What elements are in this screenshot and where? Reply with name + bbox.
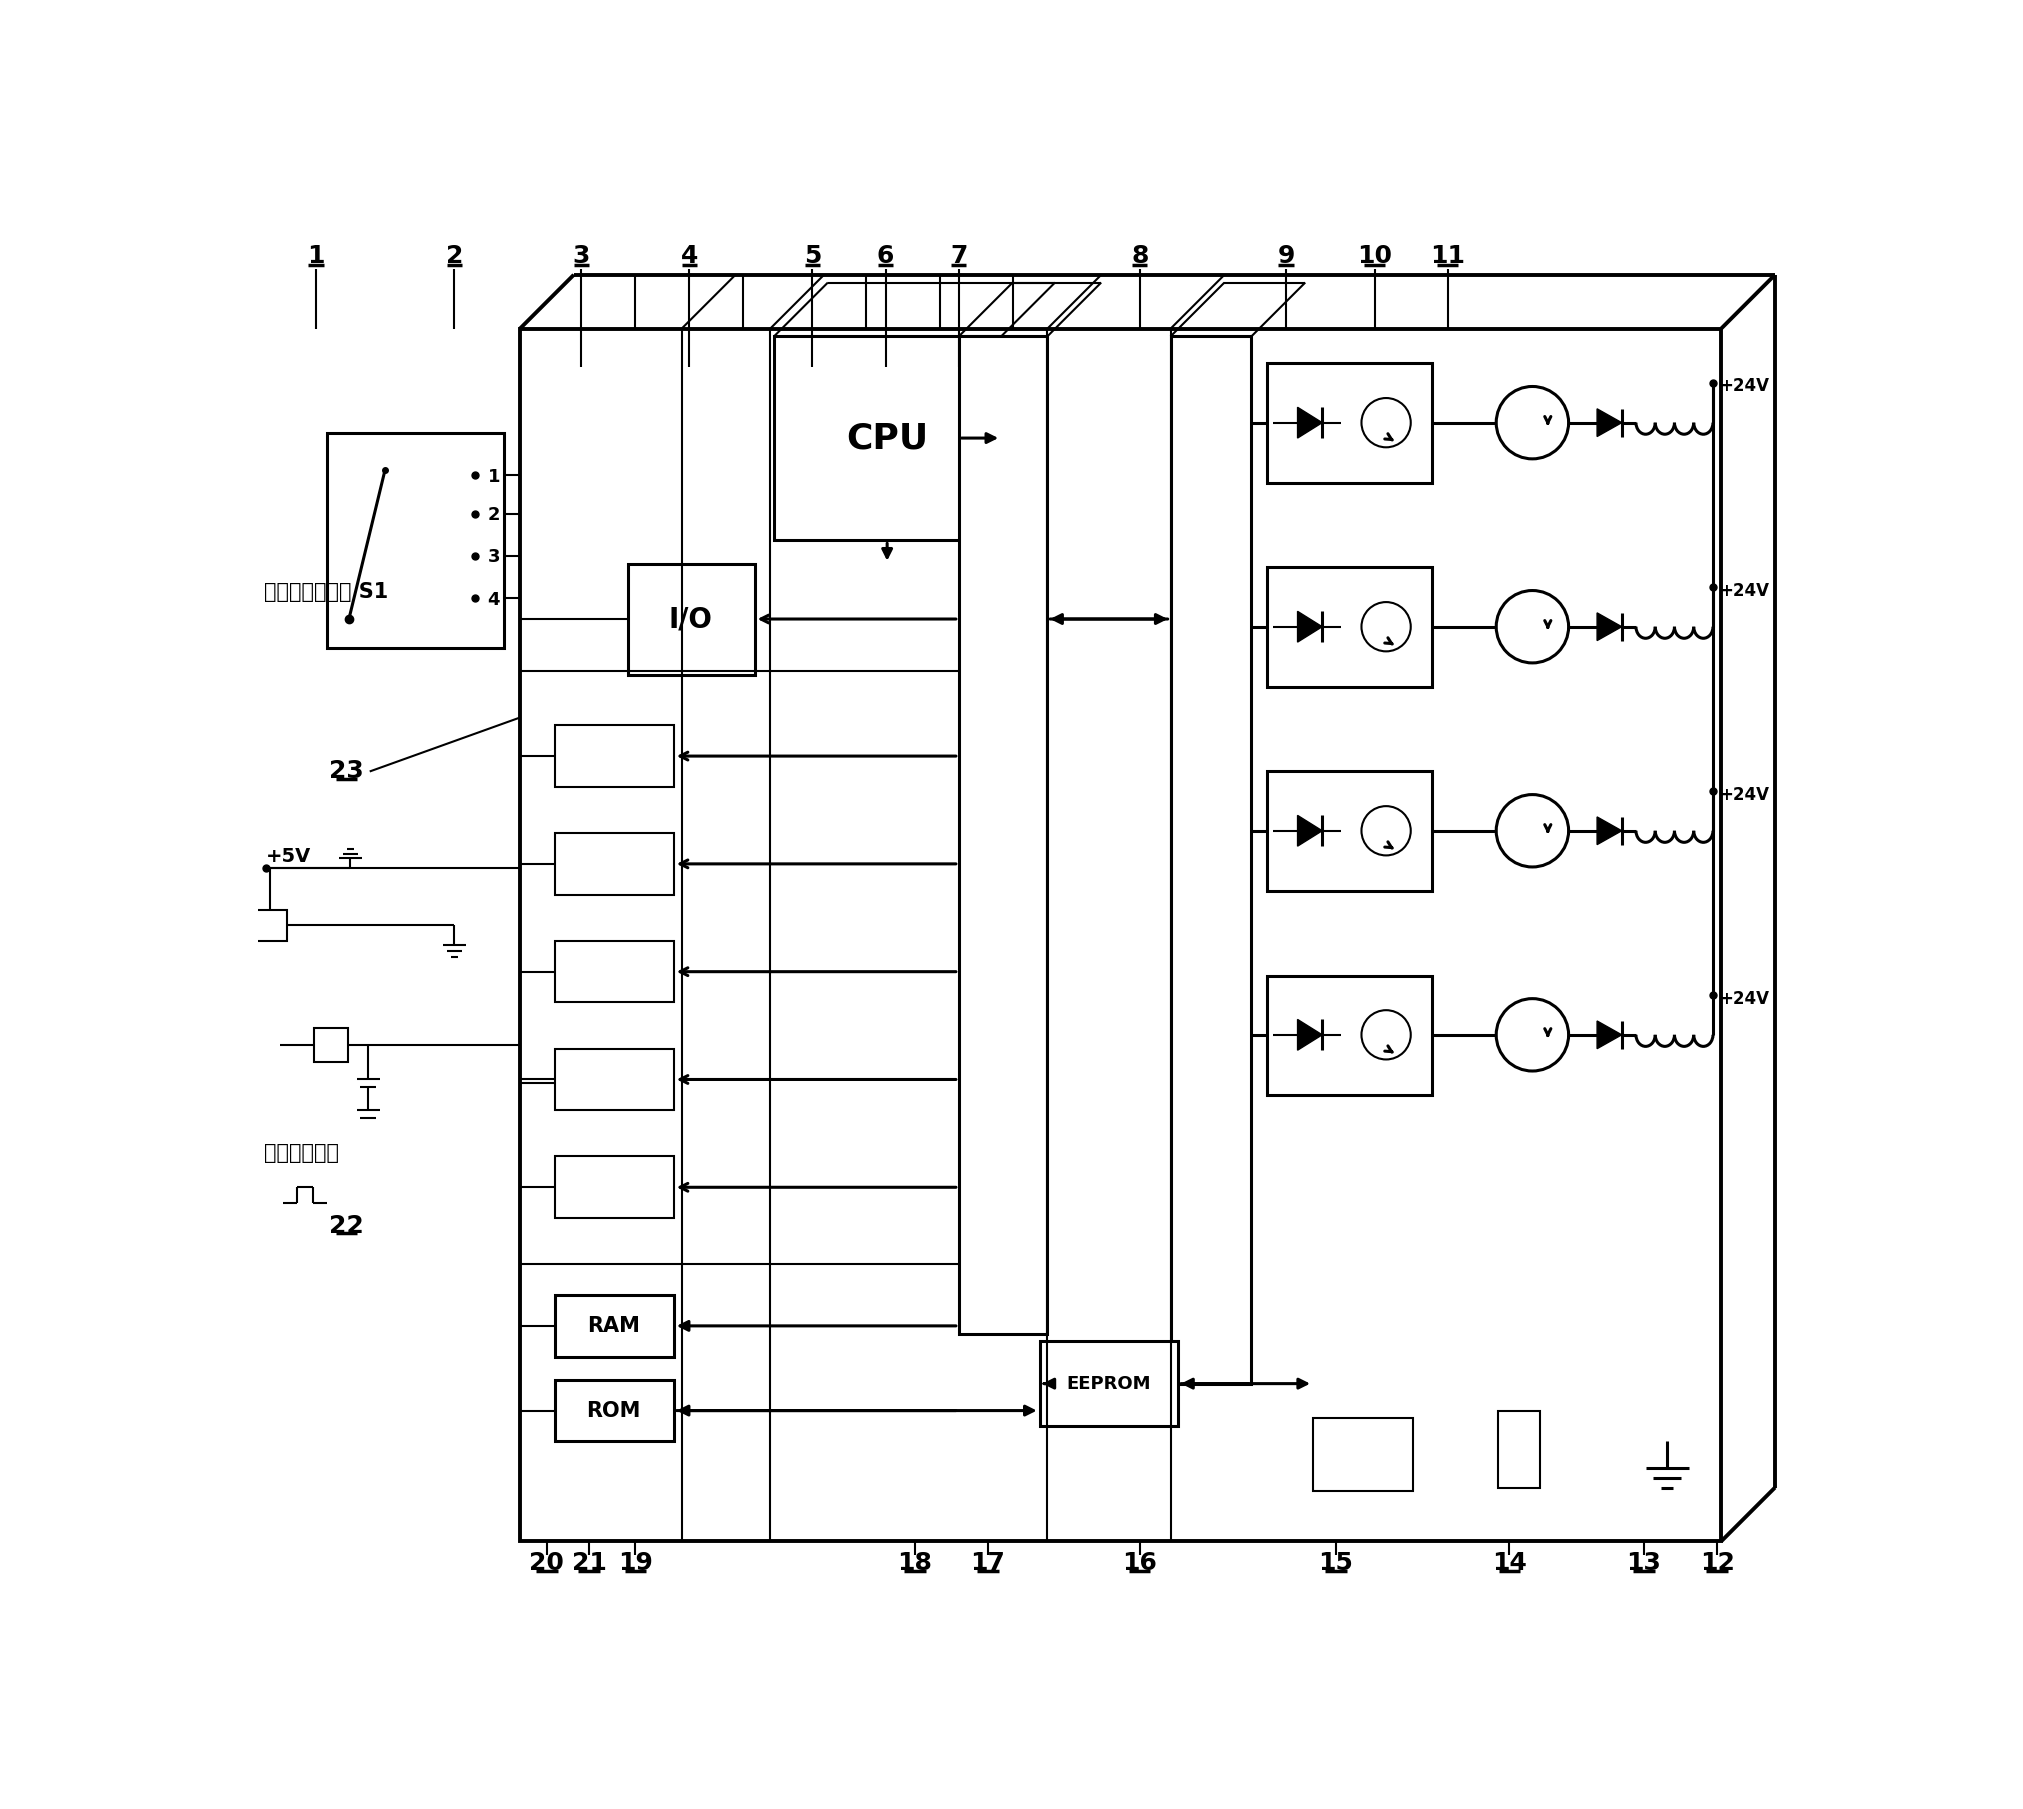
Bar (1497, 1411, 1540, 1487)
Text: 18: 18 (896, 1550, 933, 1576)
Text: 17: 17 (971, 1550, 1005, 1576)
Text: EEPROM: EEPROM (1066, 1375, 1151, 1393)
Text: 15: 15 (1317, 1550, 1353, 1576)
Text: 蓄电池电压信号 S1: 蓄电池电压信号 S1 (265, 582, 388, 602)
Text: 19: 19 (617, 1550, 653, 1576)
Polygon shape (1596, 818, 1620, 845)
Text: 1: 1 (307, 244, 324, 268)
Text: 4: 4 (680, 244, 698, 268)
Polygon shape (1596, 1020, 1620, 1049)
Circle shape (1361, 602, 1410, 651)
Circle shape (1361, 398, 1410, 447)
Bar (627, 564, 755, 675)
Text: +5V: +5V (265, 847, 312, 867)
Bar (554, 1295, 674, 1357)
Text: 5: 5 (803, 244, 821, 268)
Bar (554, 1049, 674, 1111)
Circle shape (1495, 590, 1568, 662)
Polygon shape (1297, 816, 1321, 847)
Bar (554, 834, 674, 895)
Text: 10: 10 (1355, 244, 1392, 268)
Text: 13: 13 (1626, 1550, 1661, 1576)
Circle shape (1361, 1009, 1410, 1060)
Text: 2: 2 (445, 244, 463, 268)
Text: 2: 2 (488, 507, 500, 525)
Text: I/O: I/O (668, 604, 712, 633)
Bar (520, 329, 1720, 1541)
Text: 8: 8 (1131, 244, 1147, 268)
Bar (959, 336, 1046, 1333)
Bar (1266, 975, 1432, 1094)
Text: 23: 23 (330, 760, 364, 783)
Circle shape (1495, 794, 1568, 867)
Text: 1: 1 (488, 467, 500, 485)
Polygon shape (1297, 407, 1321, 438)
Text: 12: 12 (1699, 1550, 1734, 1576)
Text: CPU: CPU (846, 421, 929, 456)
Text: 3: 3 (488, 548, 500, 566)
Bar (314, 1028, 348, 1062)
Bar (1169, 336, 1250, 1384)
Bar (554, 1156, 674, 1217)
Text: 22: 22 (330, 1214, 364, 1237)
Text: RAM: RAM (587, 1315, 639, 1335)
Text: 11: 11 (1430, 244, 1465, 268)
Bar (328, 432, 504, 648)
Bar (1266, 771, 1432, 890)
Text: 3: 3 (573, 244, 591, 268)
Text: +24V: +24V (1720, 785, 1768, 803)
Text: 21: 21 (570, 1550, 607, 1576)
Text: 14: 14 (1491, 1550, 1525, 1576)
Text: +24V: +24V (1720, 378, 1768, 396)
Bar (1266, 568, 1432, 687)
Polygon shape (1297, 611, 1321, 642)
Polygon shape (1297, 1020, 1321, 1051)
Text: 汽车速度信号: 汽车速度信号 (265, 1143, 340, 1163)
Text: 7: 7 (949, 244, 967, 268)
Polygon shape (1596, 409, 1620, 436)
Bar (554, 1380, 674, 1442)
Circle shape (1495, 999, 1568, 1071)
Text: 20: 20 (530, 1550, 564, 1576)
Text: 4: 4 (488, 592, 500, 610)
Bar (554, 725, 674, 787)
Text: +24V: +24V (1720, 990, 1768, 1008)
Text: 16: 16 (1121, 1550, 1157, 1576)
Bar (1040, 1340, 1177, 1425)
Bar (1313, 1418, 1412, 1491)
Bar (554, 941, 674, 1002)
Text: +24V: +24V (1720, 581, 1768, 599)
Text: ROM: ROM (587, 1400, 641, 1420)
Bar (1266, 364, 1432, 483)
Bar (253, 910, 287, 941)
Bar (773, 336, 1001, 541)
Polygon shape (1596, 613, 1620, 640)
Text: 6: 6 (876, 244, 894, 268)
Circle shape (1495, 387, 1568, 459)
Circle shape (1361, 807, 1410, 856)
Text: 9: 9 (1277, 244, 1295, 268)
